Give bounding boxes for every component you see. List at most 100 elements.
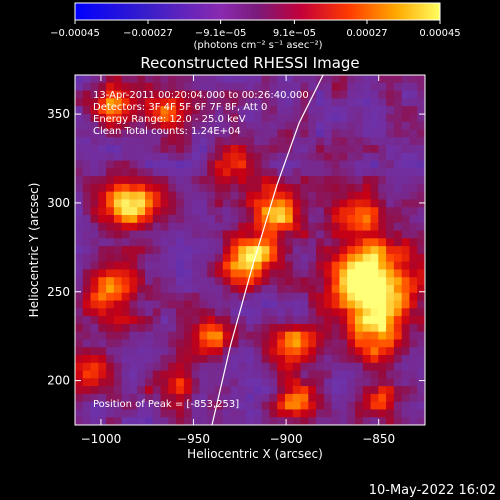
heatmap-cell [176, 370, 185, 379]
heatmap-cell [339, 316, 348, 325]
heatmap-cell [199, 393, 208, 403]
heatmap-cell [316, 145, 325, 154]
heatmap-cell [90, 401, 99, 411]
heatmap-cell [137, 362, 146, 372]
heatmap-cell [238, 409, 247, 418]
heatmap-cell [409, 75, 418, 84]
heatmap-cell [347, 362, 356, 372]
heatmap-cell [106, 323, 115, 333]
heatmap-cell [176, 409, 185, 418]
heatmap-cell [215, 145, 224, 154]
heatmap-cell [98, 145, 107, 154]
heatmap-cell [378, 199, 387, 208]
heatmap-cell [75, 277, 84, 286]
heatmap-cell [362, 269, 372, 278]
heatmap-cell [160, 339, 169, 348]
heatmap-cell [253, 168, 263, 177]
heatmap-cell [238, 300, 247, 309]
heatmap-cell [355, 331, 364, 341]
heatmap-cell [300, 331, 309, 341]
heatmap-cell [409, 316, 418, 325]
heatmap-cell [269, 121, 278, 131]
heatmap-cell [191, 300, 201, 309]
heatmap-cell [323, 292, 333, 302]
heatmap-cell [176, 277, 185, 286]
colorbar-tick-label: 0.00027 [346, 28, 387, 39]
heatmap-cell [277, 176, 286, 185]
heatmap-cell [355, 207, 364, 216]
heatmap-cell [378, 316, 387, 325]
heatmap-cell [75, 75, 84, 84]
heatmap-cell [355, 308, 364, 317]
heatmap-cell [316, 199, 325, 208]
heatmap-cell [339, 230, 348, 239]
heatmap-cell [300, 121, 309, 131]
heatmap-cell [152, 207, 162, 216]
heatmap-cell [191, 98, 201, 107]
heatmap-cell [160, 417, 169, 425]
heatmap-cell [261, 261, 271, 271]
heatmap-cell [393, 215, 403, 224]
heatmap-cell [98, 386, 107, 395]
heatmap-cell [323, 215, 333, 224]
heatmap-cell [222, 199, 232, 208]
heatmap-cell [417, 145, 425, 154]
heatmap-cell [183, 269, 193, 278]
heatmap-cell [355, 378, 364, 387]
heatmap-cell [339, 145, 348, 154]
heatmap-cell [401, 168, 411, 177]
heatmap-cell [207, 160, 216, 169]
heatmap-cell [292, 246, 302, 255]
heatmap-cell [308, 269, 317, 278]
heatmap-cell [417, 277, 425, 286]
heatmap-cell [246, 323, 255, 333]
heatmap-cell [308, 261, 317, 271]
heatmap-cell [230, 152, 239, 162]
heatmap-cell [285, 113, 294, 123]
heatmap-cell [339, 300, 348, 309]
heatmap-cell [393, 323, 403, 333]
heatmap-cell [393, 362, 403, 372]
heatmap-cell [323, 316, 333, 325]
heatmap-cell [113, 347, 123, 356]
heatmap-cell [277, 207, 286, 216]
heatmap-cell [129, 300, 138, 309]
heatmap-cell [176, 230, 185, 239]
heatmap-cell [269, 347, 278, 356]
heatmap-cell [409, 183, 418, 193]
heatmap-cell [393, 393, 403, 403]
heatmap-cell [137, 347, 146, 356]
heatmap-cell [160, 82, 169, 92]
heatmap-cell [277, 393, 286, 403]
heatmap-cell [215, 347, 224, 356]
heatmap-cell [199, 269, 208, 278]
heatmap-cell [417, 98, 425, 107]
heatmap-cell [285, 82, 294, 92]
heatmap-cell [409, 323, 418, 333]
heatmap-cell [393, 230, 403, 239]
heatmap-cell [137, 409, 146, 418]
heatmap-cell [238, 113, 247, 123]
heatmap-cell [129, 121, 138, 131]
heatmap-cell [137, 137, 146, 146]
heatmap-cell [386, 409, 395, 418]
heatmap-cell [378, 253, 387, 263]
heatmap-cell [300, 409, 309, 418]
heatmap-cell [409, 261, 418, 271]
heatmap-cell [378, 261, 387, 271]
heatmap-cell [246, 277, 255, 286]
heatmap-cell [401, 191, 411, 201]
heatmap-cell [386, 191, 395, 201]
heatmap-cell [207, 106, 216, 115]
heatmap-cell [269, 308, 278, 317]
heatmap-cell [300, 238, 309, 247]
heatmap-cell [292, 90, 302, 99]
heatmap-cell [238, 168, 247, 177]
heatmap-cell [129, 145, 138, 154]
heatmap-cell [308, 238, 317, 247]
heatmap-cell [191, 113, 201, 123]
heatmap-cell [168, 378, 177, 387]
heatmap-cell [121, 145, 131, 154]
heatmap-cell [277, 339, 286, 348]
heatmap-cell [261, 75, 271, 84]
